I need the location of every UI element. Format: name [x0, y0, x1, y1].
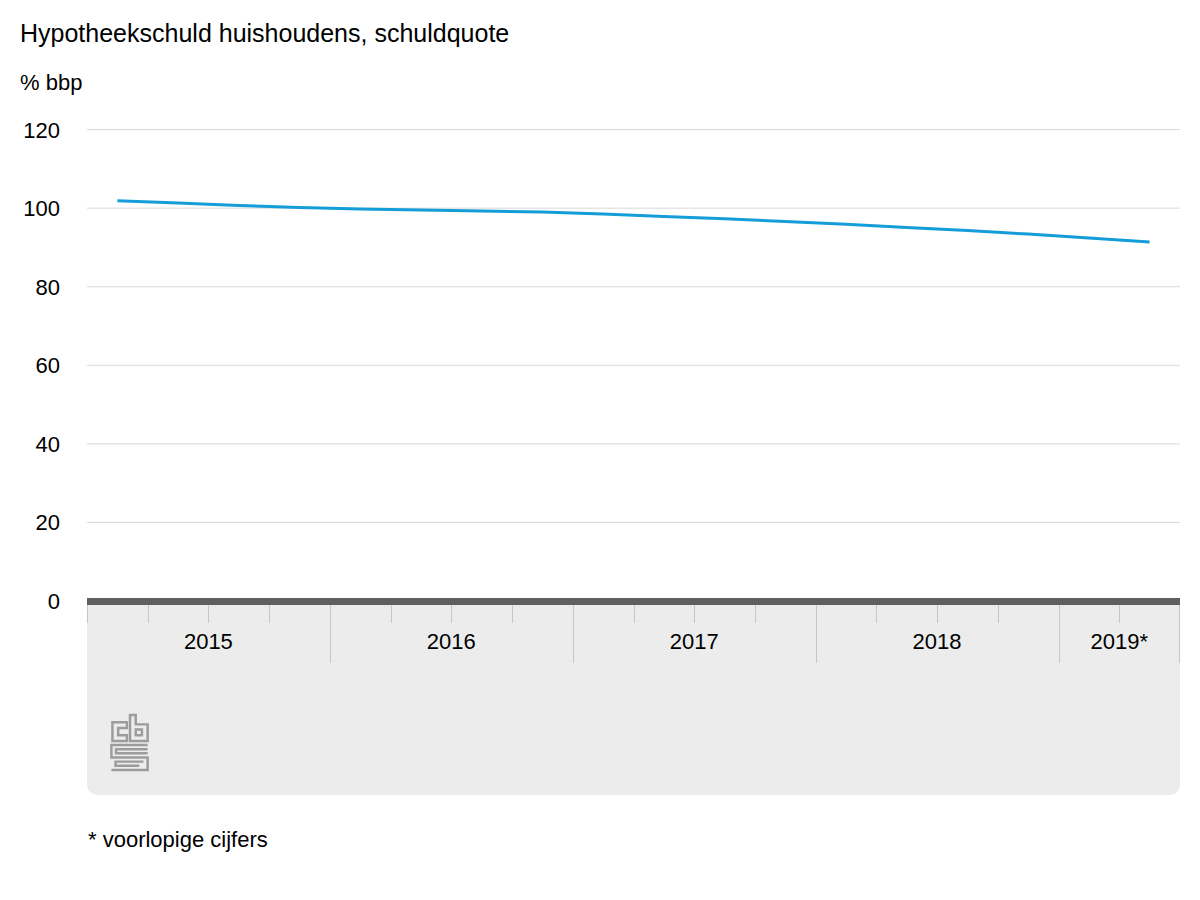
y-tick-label-40: 40 [36, 432, 60, 457]
y-tick-label-60: 60 [36, 353, 60, 378]
quarter-tick [391, 605, 392, 623]
cbs-logo-icon [108, 713, 150, 773]
year-boundary-tick [1179, 605, 1180, 663]
x-axis-bar [87, 598, 1180, 605]
x-year-label-2018: 2018 [913, 629, 962, 655]
y-tick-label-80: 80 [36, 275, 60, 300]
x-year-label-2015: 2015 [184, 629, 233, 655]
quarter-tick [1119, 605, 1120, 623]
debt-ratio-line [117, 201, 1149, 242]
quarter-tick [208, 605, 209, 623]
x-axis-band: 2015 2016 2017 2018 2019* [87, 605, 1180, 795]
y-tick-label-0: 0 [48, 589, 60, 614]
x-year-label-2016: 2016 [427, 629, 476, 655]
footnote: * voorlopige cijfers [88, 827, 268, 853]
chart-page: Hypotheekschuld huishoudens, schuldquote… [0, 0, 1200, 900]
quarter-tick [87, 605, 88, 623]
year-boundary-tick [816, 605, 817, 663]
year-boundary-tick [573, 605, 574, 663]
quarter-tick [937, 605, 938, 623]
y-tick-label-100: 100 [23, 196, 60, 221]
quarter-tick [148, 605, 149, 623]
x-year-label-2019: 2019* [1091, 629, 1149, 655]
quarter-tick [998, 605, 999, 623]
quarter-tick [269, 605, 270, 623]
year-boundary-tick [330, 605, 331, 663]
quarter-tick [755, 605, 756, 623]
year-boundary-tick [1059, 605, 1060, 663]
y-tick-label-120: 120 [23, 118, 60, 143]
quarter-tick [694, 605, 695, 623]
x-year-label-2017: 2017 [670, 629, 719, 655]
y-axis-tick-labels: 0 20 40 60 80 100 120 [23, 118, 60, 614]
y-tick-label-20: 20 [36, 510, 60, 535]
quarter-tick [451, 605, 452, 623]
quarter-tick [876, 605, 877, 623]
gridlines [87, 130, 1180, 523]
quarter-tick [512, 605, 513, 623]
quarter-tick [634, 605, 635, 623]
